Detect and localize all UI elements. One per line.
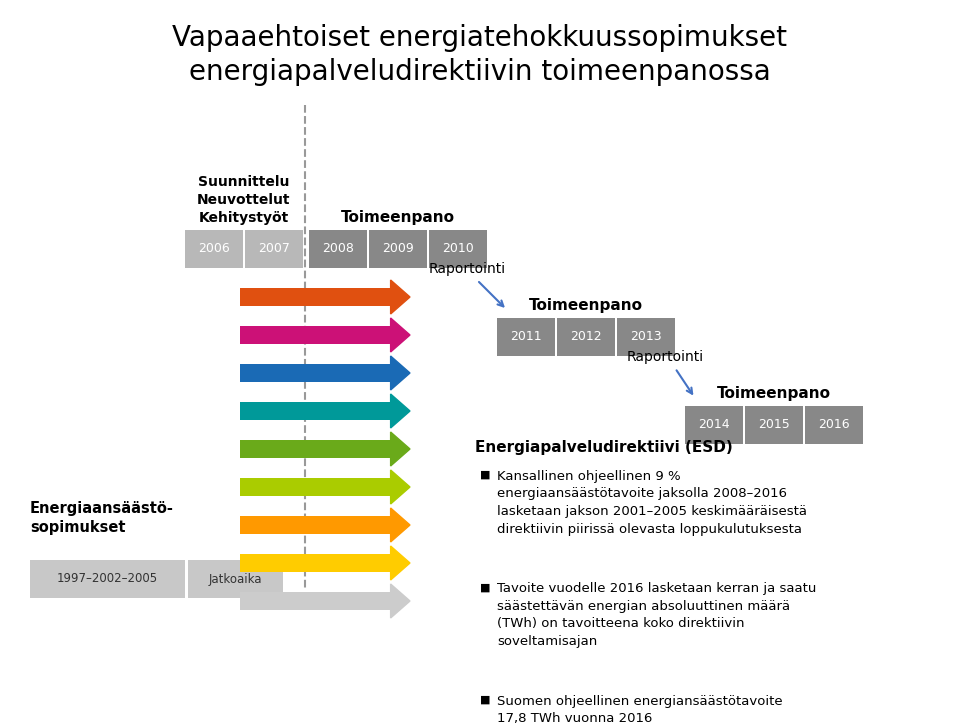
Bar: [240, 326, 391, 344]
Text: ■: ■: [480, 695, 491, 705]
Bar: [240, 478, 391, 497]
Polygon shape: [391, 508, 410, 542]
Text: Toimeenpano: Toimeenpano: [717, 386, 831, 401]
Bar: [805, 406, 863, 444]
Bar: [240, 554, 391, 572]
Text: 2007: 2007: [258, 242, 290, 256]
Text: 1997–2002–2005: 1997–2002–2005: [57, 573, 158, 585]
Bar: [245, 230, 303, 268]
Bar: [429, 230, 487, 268]
Polygon shape: [391, 280, 410, 314]
Bar: [240, 364, 391, 383]
Text: 2014: 2014: [698, 418, 730, 431]
Text: 2006: 2006: [198, 242, 229, 256]
Bar: [309, 230, 367, 268]
Bar: [557, 318, 615, 356]
Polygon shape: [391, 470, 410, 504]
Polygon shape: [391, 318, 410, 352]
Text: Suomen ohjeellinen energiansäästötavoite
17,8 TWh vuonna 2016: Suomen ohjeellinen energiansäästötavoite…: [497, 695, 782, 725]
Text: Raportointi: Raportointi: [428, 262, 506, 276]
Text: ■: ■: [480, 470, 491, 480]
Text: ■: ■: [480, 582, 491, 592]
Bar: [240, 401, 391, 420]
Bar: [30, 560, 185, 598]
Bar: [617, 318, 675, 356]
Text: energiapalveludirektiivin toimeenpanossa: energiapalveludirektiivin toimeenpanossa: [189, 58, 771, 86]
Text: 2008: 2008: [322, 242, 354, 256]
Text: Toimeenpano: Toimeenpano: [529, 298, 643, 313]
Bar: [745, 406, 803, 444]
Text: 2015: 2015: [758, 418, 790, 431]
Bar: [685, 406, 743, 444]
Text: Energiaansäästö-
sopimukset: Energiaansäästö- sopimukset: [30, 501, 174, 535]
Text: Toimeenpano: Toimeenpano: [341, 210, 455, 225]
Text: Tavoite vuodelle 2016 lasketaan kerran ja saatu
säästettävän energian absoluutti: Tavoite vuodelle 2016 lasketaan kerran j…: [497, 582, 816, 648]
Polygon shape: [391, 432, 410, 466]
Text: Raportointi: Raportointi: [627, 350, 704, 364]
Bar: [497, 318, 555, 356]
Text: Kansallinen ohjeellinen 9 %
energiaansäästötavoite jaksolla 2008–2016
lasketaan : Kansallinen ohjeellinen 9 % energiaansää…: [497, 470, 807, 536]
Text: 2011: 2011: [510, 330, 541, 343]
Bar: [240, 287, 391, 306]
Text: 2010: 2010: [443, 242, 474, 256]
Bar: [240, 592, 391, 611]
Polygon shape: [391, 356, 410, 390]
Text: Energiapalveludirektiivi (ESD): Energiapalveludirektiivi (ESD): [475, 440, 732, 455]
Text: Jatkoaika: Jatkoaika: [208, 573, 262, 585]
Polygon shape: [391, 394, 410, 428]
Polygon shape: [391, 546, 410, 580]
Text: 2013: 2013: [630, 330, 661, 343]
Bar: [240, 440, 391, 458]
Bar: [240, 515, 391, 534]
Text: 2016: 2016: [818, 418, 850, 431]
Text: Vapaaehtoiset energiatehokkuussopimukset: Vapaaehtoiset energiatehokkuussopimukset: [173, 24, 787, 52]
Bar: [188, 560, 283, 598]
Bar: [369, 230, 427, 268]
Text: Suunnittelu
Neuvottelut
Kehitystyöt: Suunnittelu Neuvottelut Kehitystyöt: [197, 175, 291, 225]
Bar: [185, 230, 243, 268]
Polygon shape: [391, 584, 410, 618]
Text: 2009: 2009: [382, 242, 414, 256]
Text: 2012: 2012: [570, 330, 602, 343]
